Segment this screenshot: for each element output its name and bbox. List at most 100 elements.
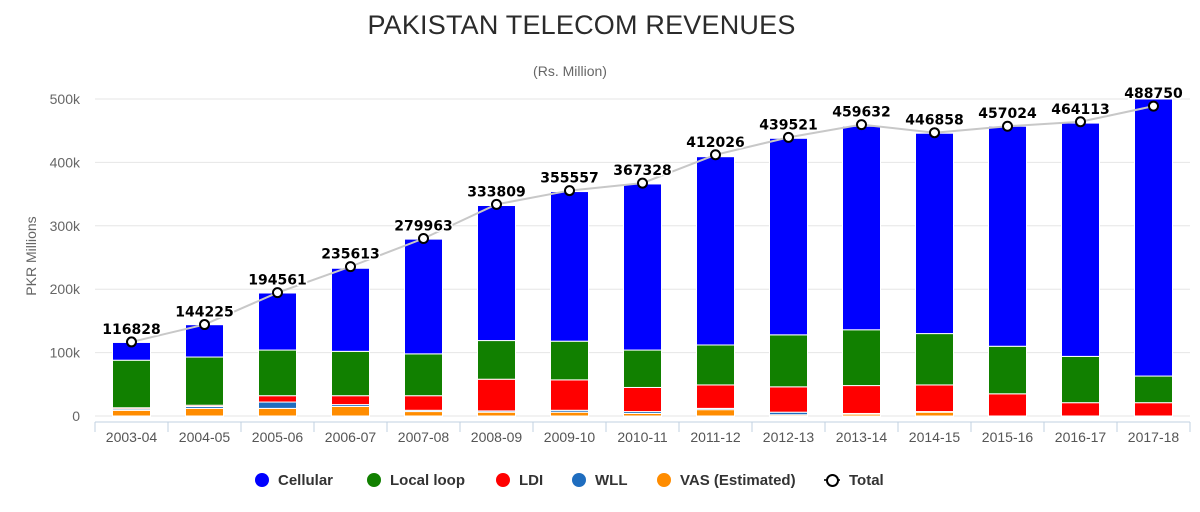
legend-item-cellular[interactable]: Cellular [255,468,333,492]
bar-segment-local-loop [331,350,370,397]
x-tick-label: 2008-09 [471,429,523,445]
total-data-label: 367328 [613,163,671,179]
bar-segment-cellular [988,125,1027,347]
bar-segment-vas-estimated [696,409,735,417]
legend-item-ldi[interactable]: LDI [496,468,543,492]
legend-label-ldi: LDI [519,471,544,489]
total-point [272,287,283,299]
bar-segment-cellular [404,238,443,355]
x-tick-label: 2004-05 [179,429,231,445]
bar-segment-cellular [696,156,735,346]
chart-subtitle: (Rs. Million) [533,63,607,79]
bar-segment-cellular [915,132,954,335]
bar-segment-local-loop [988,345,1027,395]
bar-segment-cellular [769,137,808,336]
total-point [1148,100,1159,112]
total-point [199,319,210,331]
x-tick-label: 2017-18 [1128,429,1180,445]
y-tick-label: 200k [50,281,81,297]
bar-segment-ldi [915,384,954,413]
bar-segment-ldi [404,395,443,411]
legend-marker-cellular [255,473,269,487]
bar-segment-local-loop [696,344,735,386]
bar-segment-cellular [842,125,881,331]
legend-item-vas[interactable]: VAS (Estimated) [657,468,796,492]
total-data-label: 446858 [905,113,963,129]
bar-segment-ldi [1134,402,1173,417]
total-data-label: 439521 [759,117,817,133]
bar-segment-vas-estimated [112,409,151,417]
bar-segment-local-loop [550,340,589,381]
legend-item-total[interactable]: Total [824,468,884,492]
bar-segment-ldi [550,379,589,411]
bar-segment-ldi [477,378,516,412]
bar-segment-local-loop [769,334,808,388]
bar-segment-ldi [769,386,808,413]
x-tick-label: 2006-07 [325,429,377,445]
x-tick-label: 2012-13 [763,429,815,445]
bar-segment-local-loop [1061,355,1100,404]
x-tick-label: 2007-08 [398,429,450,445]
legend-label-wll: WLL [595,471,628,489]
bar-segment-local-loop [477,340,516,380]
x-tick-label: 2013-14 [836,429,888,445]
x-tick-label: 2011-12 [690,429,741,445]
x-tick-label: 2010-11 [617,429,668,445]
bar-segment-local-loop [112,359,151,409]
total-point [491,198,502,210]
legend-item-wll[interactable]: WLL [572,468,627,492]
total-point [1075,116,1086,128]
y-tick-label: 0 [72,408,80,424]
legend-marker-wll [572,473,586,487]
bar-segment-local-loop [623,349,662,388]
x-tick-label: 2016-17 [1055,429,1107,445]
total-data-label: 116828 [102,322,160,338]
bar-segment-cellular [623,183,662,351]
bar-segment-cellular [1134,98,1173,377]
y-tick-label: 500k [50,91,81,107]
y-tick-label: 100k [50,345,81,361]
total-data-label: 412026 [686,135,744,151]
bar-segment-ldi [696,384,735,409]
bar-segment-cellular [1061,122,1100,357]
total-point [856,119,867,131]
x-tick-label: 2003-04 [106,429,158,445]
total-point [783,131,794,143]
bar-segment-local-loop [915,333,954,386]
legend-label-local-loop: Local loop [390,471,465,489]
bar-segment-ldi [258,395,297,403]
legend-marker-total [824,473,840,487]
chart-title: PAKISTAN TELECOM REVENUES [367,10,796,40]
bar-segment-ldi [331,395,370,406]
total-data-label: 333809 [467,184,525,200]
total-data-label: 279963 [394,219,452,235]
bar-segment-vas-estimated [915,411,954,417]
bar-segment-local-loop [404,353,443,397]
bar-segment-local-loop [842,329,881,387]
x-tick-label: 2015-16 [982,429,1034,445]
total-point [637,177,648,189]
total-data-label: 355557 [540,171,598,187]
chart-legend: Cellular Local loop LDI WLL VAS (Estimat… [0,468,1200,492]
total-point [710,149,721,161]
bar-segment-vas-estimated [258,407,297,417]
legend-marker-ldi [496,473,510,487]
legend-label-total: Total [849,471,884,489]
bar-segment-ldi [1061,402,1100,417]
bar-segment-cellular [550,191,589,342]
total-point [564,185,575,197]
total-data-label: 194561 [248,273,306,289]
total-data-label: 488750 [1124,86,1183,102]
bar-segment-local-loop [1134,375,1173,404]
legend-marker-vas [657,473,671,487]
legend-item-local-loop[interactable]: Local loop [367,468,465,492]
total-point [418,233,429,245]
total-data-label: 457024 [978,106,1037,122]
total-point [1002,120,1013,132]
legend-label-cellular: Cellular [278,471,334,489]
bar-segment-vas-estimated [331,405,370,417]
x-tick-label: 2005-06 [252,429,304,445]
bar-segment-local-loop [258,349,297,397]
total-data-label: 235613 [321,247,379,263]
